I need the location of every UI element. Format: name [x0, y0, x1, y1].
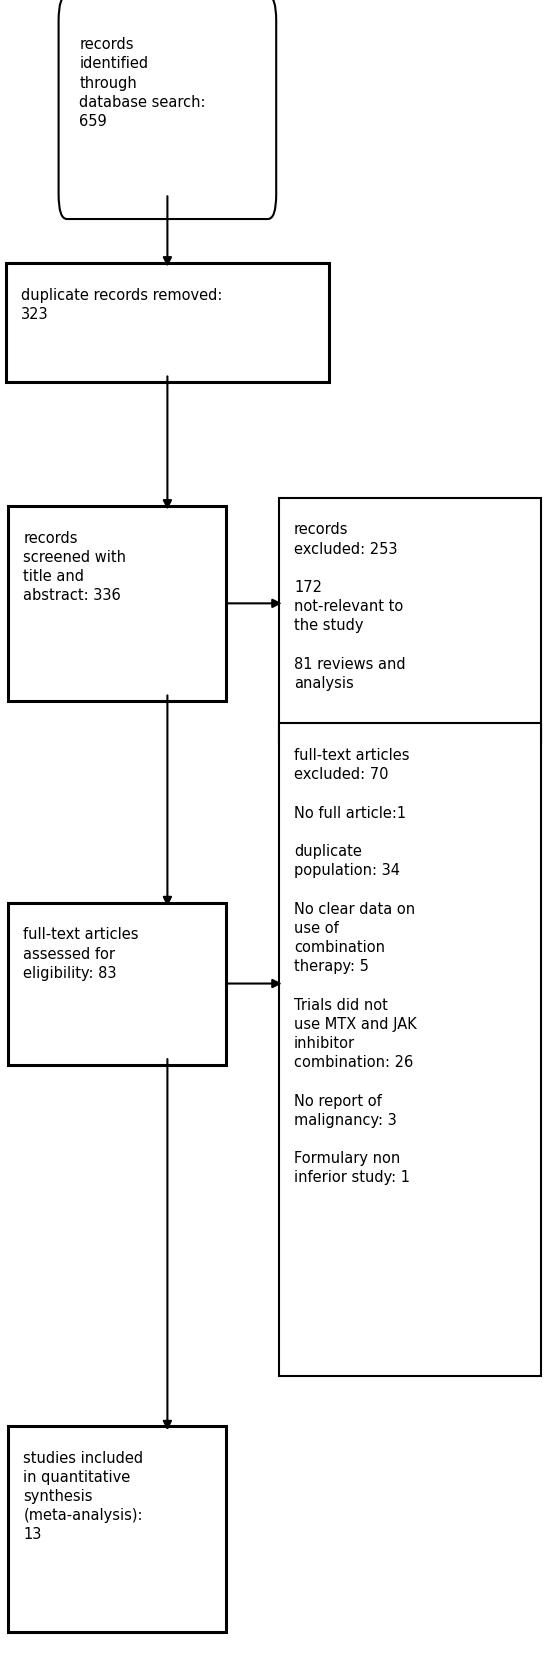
Text: full-text articles
assessed for
eligibility: 83: full-text articles assessed for eligibil…	[23, 927, 139, 980]
Text: duplicate records removed:
323: duplicate records removed: 323	[21, 288, 222, 322]
FancyBboxPatch shape	[8, 1425, 226, 1633]
Text: records
screened with
title and
abstract: 336: records screened with title and abstract…	[23, 531, 127, 603]
Text: full-text articles
excluded: 70

No full article:1

duplicate
population: 34

No: full-text articles excluded: 70 No full …	[294, 747, 417, 1185]
Text: records
excluded: 253

172
not-relevant to
the study

81 reviews and
analysis: records excluded: 253 172 not-relevant t…	[294, 522, 406, 691]
FancyBboxPatch shape	[6, 263, 329, 382]
Text: studies included
in quantitative
synthesis
(meta-analysis):
13: studies included in quantitative synthes…	[23, 1451, 143, 1542]
FancyBboxPatch shape	[59, 0, 276, 218]
FancyBboxPatch shape	[8, 506, 226, 701]
FancyBboxPatch shape	[279, 498, 541, 742]
FancyBboxPatch shape	[8, 903, 226, 1065]
FancyBboxPatch shape	[279, 724, 541, 1375]
Text: records
identified
through
database search:
659: records identified through database sear…	[79, 36, 206, 129]
